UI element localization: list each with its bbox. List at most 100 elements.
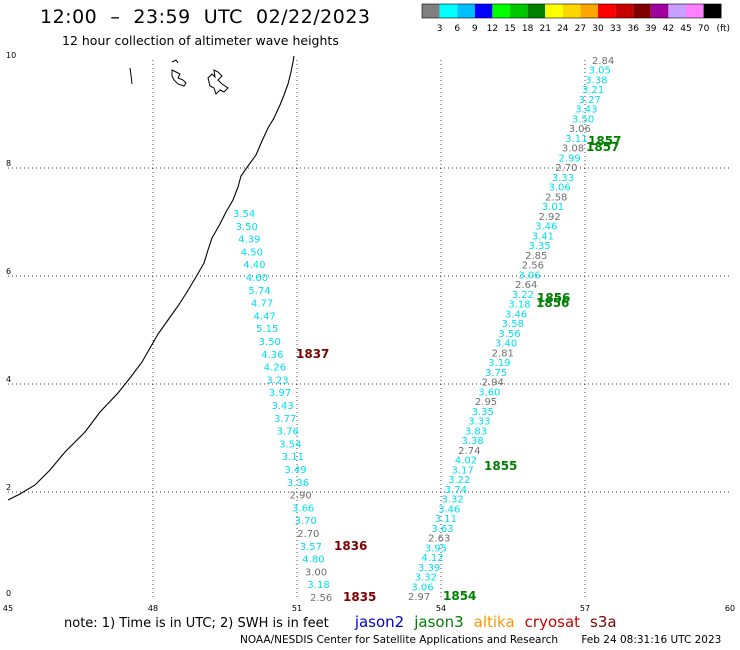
chart-title: 12:00 – 23:59 UTC 02/22/2023 bbox=[40, 6, 371, 28]
swh-value: 3.33 bbox=[552, 173, 574, 184]
legend-label: 18 bbox=[522, 24, 534, 34]
altimeter-track-west: 3.54 3.50 4.394.50 4.40 4.60 5.74 4.774.47 5.15… bbox=[233, 209, 332, 604]
x-tick-label: 45 bbox=[3, 604, 13, 612]
swh-value: 3.06 bbox=[518, 270, 540, 281]
satellite-legend: jason2 jason3 altika cryosat s3a bbox=[355, 613, 627, 631]
satellite-jason3: jason3 bbox=[414, 613, 464, 631]
legend-label: 3 bbox=[437, 24, 443, 34]
swh-value: 3.11 bbox=[282, 452, 304, 463]
pass-time-label: 1856 bbox=[536, 296, 569, 310]
swh-value: 3.38 bbox=[585, 75, 607, 86]
legend-label: 9 bbox=[472, 24, 478, 34]
pass-time-label: 1857 bbox=[586, 140, 619, 154]
swh-value: 2.81 bbox=[492, 348, 514, 359]
swh-value: 4.36 bbox=[261, 350, 283, 361]
swh-value: 3.39 bbox=[418, 563, 440, 574]
credit-text: NOAA/NESDIS Center for Satellite Applica… bbox=[240, 634, 558, 646]
legend-swatch bbox=[633, 4, 651, 18]
legend-swatch bbox=[668, 4, 686, 18]
grid-lines bbox=[8, 60, 730, 598]
swh-value: 3.18 bbox=[508, 300, 530, 311]
swh-value: 4.40 bbox=[243, 260, 265, 271]
swh-value: 3.11 bbox=[435, 514, 457, 525]
swh-value: 2.63 bbox=[428, 534, 450, 545]
legend-swatch bbox=[545, 4, 563, 18]
swh-value: 3.38 bbox=[462, 436, 484, 447]
pass-time-label: 1836 bbox=[334, 539, 367, 553]
swh-value: 4.12 bbox=[421, 553, 443, 564]
swh-value: 2.70 bbox=[297, 529, 319, 540]
swh-value: 3.06 bbox=[411, 582, 433, 593]
legend-swatch bbox=[686, 4, 704, 18]
pass-time-label: 1837 bbox=[296, 347, 329, 361]
pass-time-label: 1855 bbox=[484, 459, 517, 473]
swh-value: 4.77 bbox=[251, 299, 273, 310]
x-tick-label: 48 bbox=[148, 604, 158, 612]
swh-value: 2.84 bbox=[592, 56, 614, 67]
swh-value: 3.50 bbox=[259, 337, 281, 348]
swh-value: 3.83 bbox=[465, 426, 487, 437]
note-text: note: 1) Time is in UTC; 2) SWH is in fe… bbox=[64, 616, 329, 631]
swh-value: 3.21 bbox=[582, 85, 604, 96]
legend-label: 15 bbox=[504, 24, 515, 34]
swh-value: 4.80 bbox=[302, 555, 324, 566]
legend-label: 6 bbox=[454, 24, 460, 34]
legend-label: 33 bbox=[610, 24, 621, 34]
legend-label: 30 bbox=[592, 24, 604, 34]
swh-value: 3.43 bbox=[575, 105, 597, 116]
color-legend: 3 6 9 12 15 18 21 24 27 30 33 36 39 42 45 70 (ft) bbox=[421, 3, 730, 34]
swh-value: 3.49 bbox=[284, 465, 306, 476]
swh-value: 3.70 bbox=[295, 516, 317, 527]
legend-label: 24 bbox=[557, 24, 569, 34]
x-tick-label: 60 bbox=[725, 604, 735, 612]
swh-value: 3.57 bbox=[300, 542, 322, 553]
swh-value: 3.05 bbox=[589, 66, 611, 77]
swh-value: 2.99 bbox=[559, 153, 581, 164]
chart-subtitle: 12 hour collection of altimeter wave hei… bbox=[62, 33, 339, 48]
swh-value: 3.35 bbox=[472, 407, 494, 418]
swh-value: 2.97 bbox=[408, 592, 430, 603]
swh-value: 2.56 bbox=[310, 593, 332, 604]
swh-value: 3.27 bbox=[579, 95, 601, 106]
swh-value: 3.43 bbox=[272, 401, 294, 412]
y-tick-label: 4 bbox=[6, 375, 11, 384]
swh-value: 3.54 bbox=[233, 209, 255, 220]
satellite-altika: altika bbox=[473, 613, 515, 631]
y-tick-label: 2 bbox=[6, 483, 11, 492]
legend-swatch bbox=[615, 4, 634, 18]
swh-value: 3.22 bbox=[512, 290, 534, 301]
swh-value: 3.56 bbox=[498, 329, 520, 340]
island-3 bbox=[207, 69, 229, 95]
legend-label: 70 bbox=[698, 24, 710, 34]
altimeter-track-east: 2.973.063.323.394.123.952.633.633.113.46… bbox=[408, 56, 614, 603]
legend-swatch bbox=[650, 4, 669, 18]
y-tick-label: 0 bbox=[6, 589, 11, 598]
swh-value: 3.36 bbox=[287, 478, 309, 489]
footer-note: note: 1) Time is in UTC; 2) SWH is in fe… bbox=[64, 613, 632, 631]
swh-value: 3.01 bbox=[542, 202, 564, 213]
swh-value: 3.11 bbox=[565, 134, 587, 145]
swh-value: 3.19 bbox=[488, 358, 510, 369]
swh-value: 2.94 bbox=[482, 378, 504, 389]
swh-value: 3.75 bbox=[485, 368, 507, 379]
swh-value: 3.00 bbox=[305, 567, 327, 578]
x-tick-label: 57 bbox=[580, 604, 590, 612]
swh-value: 2.74 bbox=[458, 446, 480, 457]
swh-value: 2.90 bbox=[289, 491, 311, 502]
swh-value: 2.70 bbox=[555, 163, 577, 174]
legend-swatch bbox=[510, 4, 528, 18]
x-tick-label: 54 bbox=[436, 604, 446, 612]
swh-value: 3.18 bbox=[307, 580, 329, 591]
coastline bbox=[7, 55, 295, 501]
swh-value: 3.46 bbox=[438, 504, 460, 515]
swh-value: 3.63 bbox=[431, 524, 453, 535]
axis-ticks: 45 48 51 54 57 60 0 2 4 6 8 10 bbox=[3, 51, 735, 612]
swh-value: 4.50 bbox=[241, 247, 263, 258]
swh-value: 4.02 bbox=[455, 456, 477, 467]
legend-swatch bbox=[562, 4, 581, 18]
legend-swatch bbox=[422, 4, 440, 18]
legend-swatch bbox=[580, 4, 598, 18]
swh-value: 3.76 bbox=[277, 427, 299, 438]
footer-credit: NOAA/NESDIS Center for Satellite Applica… bbox=[240, 634, 721, 646]
